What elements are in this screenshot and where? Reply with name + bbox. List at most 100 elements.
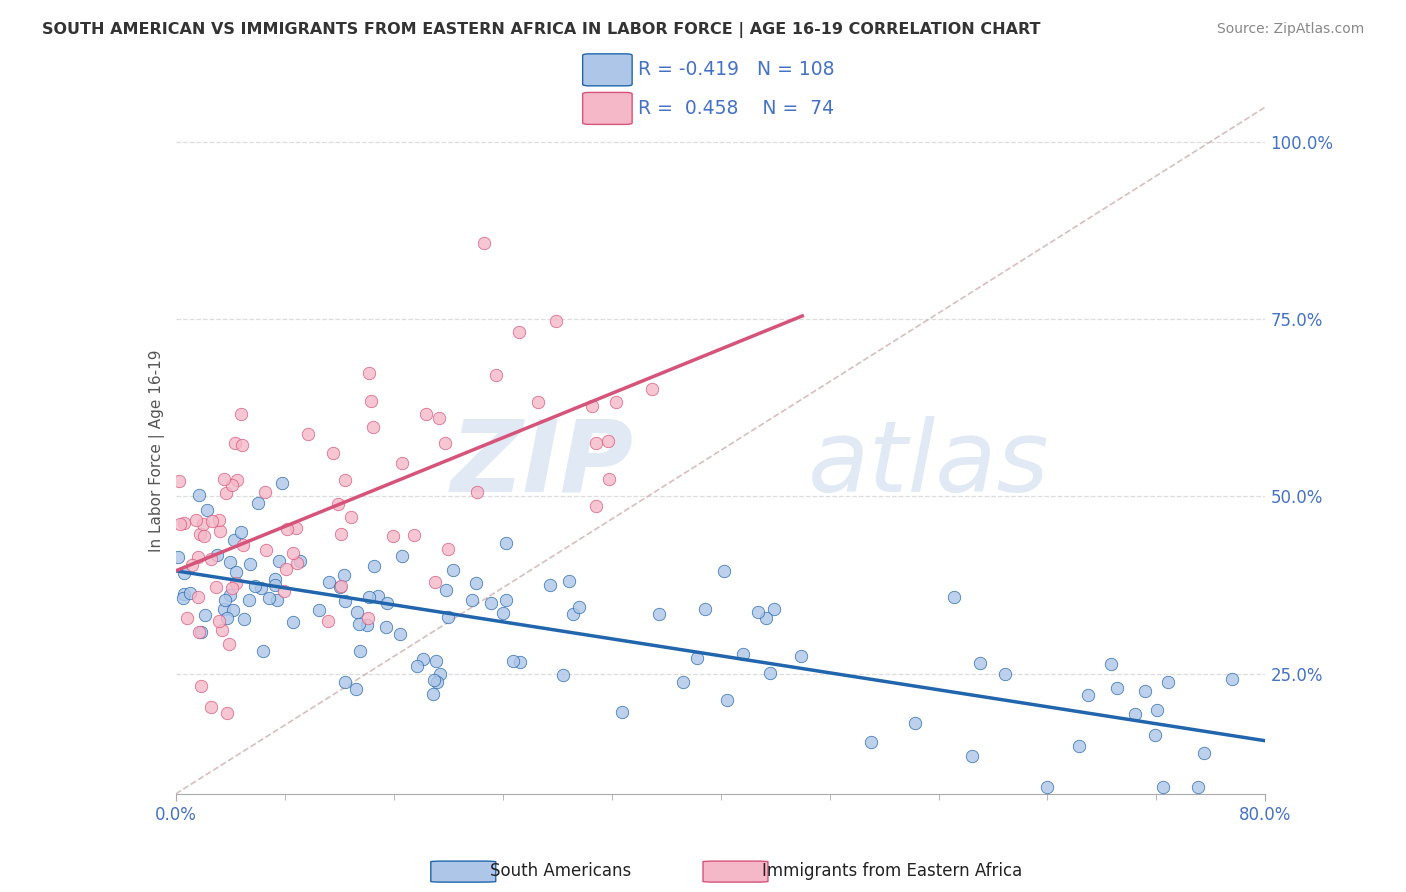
Point	[434, 583, 457, 598]
Point	[942, 590, 965, 604]
Point	[269, 554, 291, 568]
Point	[225, 565, 247, 579]
Point	[361, 419, 384, 434]
Point	[297, 426, 319, 441]
Point	[201, 514, 224, 528]
Point	[1146, 703, 1168, 717]
Point	[221, 581, 243, 595]
Point	[585, 436, 607, 450]
Point	[375, 620, 398, 634]
Point	[356, 617, 378, 632]
Point	[326, 497, 349, 511]
Point	[208, 614, 231, 628]
Text: South Americans: South Americans	[489, 862, 631, 880]
Point	[179, 586, 201, 600]
Point	[253, 485, 276, 500]
Point	[169, 475, 191, 489]
Point	[226, 473, 249, 487]
Point	[208, 513, 231, 527]
Point	[181, 558, 204, 572]
Point	[581, 400, 603, 414]
Point	[243, 579, 266, 593]
Point	[686, 651, 709, 665]
Point	[553, 667, 575, 681]
Text: SOUTH AMERICAN VS IMMIGRANTS FROM EASTERN AFRICA IN LABOR FORCE | AGE 16-19 CORR: SOUTH AMERICAN VS IMMIGRANTS FROM EASTER…	[42, 22, 1040, 38]
Point	[231, 438, 253, 452]
Point	[359, 366, 381, 380]
Point	[363, 558, 385, 573]
Point	[190, 679, 212, 693]
Point	[904, 716, 927, 731]
Point	[231, 525, 253, 540]
Point	[568, 599, 591, 614]
Point	[212, 602, 235, 616]
Point	[172, 591, 194, 606]
Point	[357, 590, 380, 604]
Point	[436, 541, 458, 556]
Point	[429, 666, 451, 681]
Point	[747, 605, 769, 619]
Point	[713, 564, 735, 578]
Point	[218, 637, 240, 651]
Point	[1220, 673, 1243, 687]
Point	[233, 612, 256, 626]
Point	[329, 580, 352, 594]
Text: ZIP: ZIP	[450, 416, 633, 513]
Point	[860, 735, 883, 749]
Point	[562, 607, 585, 621]
Point	[329, 527, 352, 541]
Point	[195, 503, 218, 517]
Point	[257, 591, 280, 606]
Point	[672, 675, 695, 690]
Point	[190, 624, 212, 639]
Point	[335, 473, 357, 487]
Point	[207, 548, 229, 562]
Point	[215, 611, 238, 625]
Point	[472, 235, 495, 250]
Point	[188, 488, 211, 502]
Point	[266, 593, 288, 607]
Point	[211, 623, 233, 637]
Point	[193, 517, 215, 532]
Point	[330, 578, 353, 592]
Point	[249, 581, 271, 595]
Point	[509, 655, 531, 669]
Point	[167, 550, 190, 565]
Point	[200, 551, 222, 566]
Point	[273, 584, 295, 599]
Point	[252, 644, 274, 658]
Point	[960, 748, 983, 763]
FancyBboxPatch shape	[582, 54, 633, 86]
Point	[492, 606, 515, 620]
Point	[1187, 780, 1209, 794]
Point	[340, 509, 363, 524]
Point	[232, 538, 254, 552]
Point	[214, 592, 236, 607]
Point	[1192, 746, 1215, 760]
Point	[415, 407, 437, 421]
Point	[391, 456, 413, 470]
FancyBboxPatch shape	[430, 861, 496, 882]
Point	[467, 484, 489, 499]
Point	[381, 529, 404, 543]
Point	[344, 681, 367, 696]
Point	[308, 603, 330, 617]
Point	[790, 648, 813, 663]
Point	[173, 566, 195, 580]
Point	[648, 607, 671, 621]
Point	[208, 524, 231, 538]
Point	[225, 575, 247, 590]
Point	[239, 558, 262, 572]
Point	[238, 593, 260, 607]
Point	[176, 610, 198, 624]
Point	[276, 522, 298, 536]
Point	[187, 591, 209, 605]
Point	[605, 395, 627, 409]
Point	[759, 665, 782, 680]
Point	[281, 546, 304, 560]
Point	[763, 601, 786, 615]
Point	[423, 574, 446, 589]
Point	[276, 561, 298, 575]
Point	[246, 496, 269, 510]
Point	[360, 393, 382, 408]
